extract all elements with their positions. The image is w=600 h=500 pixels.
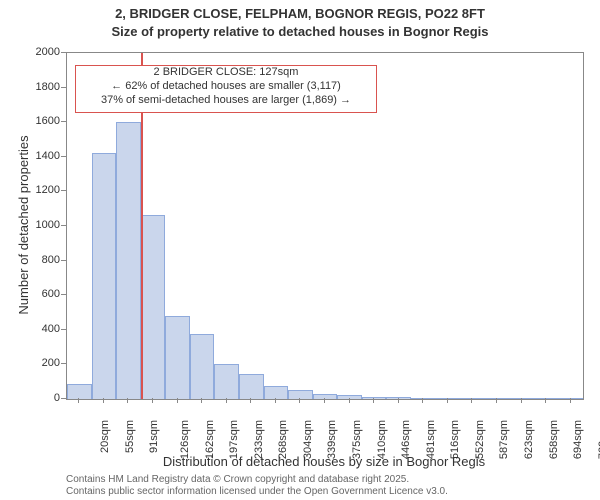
histogram-bar [288,390,313,399]
x-tick [201,398,202,403]
histogram-bar [460,398,485,399]
x-tick-label: 162sqm [204,420,216,459]
x-tick-label: 587sqm [499,420,511,459]
x-tick-label: 446sqm [400,420,412,459]
y-tick-label: 600 [20,288,60,300]
x-tick [398,398,399,403]
x-tick [152,398,153,403]
histogram-bar [190,334,215,399]
footer-line-2: Contains public sector information licen… [66,486,448,497]
x-tick-label: 410sqm [376,420,388,459]
histogram-bar [141,215,166,399]
histogram-bar [92,153,117,399]
x-tick-label: 552sqm [474,420,486,459]
x-tick [103,398,104,403]
histogram-bar [214,364,239,399]
histogram-bar [386,397,411,399]
y-tick [61,225,66,226]
histogram-bar [509,398,534,399]
title-line-1: 2, BRIDGER CLOSE, FELPHAM, BOGNOR REGIS,… [0,6,600,21]
x-tick [545,398,546,403]
x-tick-label: 233sqm [253,420,265,459]
y-tick-label: 0 [20,392,60,404]
x-tick [226,398,227,403]
x-tick [373,398,374,403]
y-tick [61,121,66,122]
y-tick-label: 1600 [20,115,60,127]
x-tick [570,398,571,403]
x-tick [78,398,79,403]
x-tick [471,398,472,403]
x-tick-label: 516sqm [449,420,461,459]
x-tick-label: 20sqm [99,420,111,453]
y-tick [61,398,66,399]
x-tick [127,398,128,403]
y-tick [61,156,66,157]
annotation-box: 2 BRIDGER CLOSE: 127sqm ← 62% of detache… [75,65,377,113]
x-tick-label: 623sqm [523,420,535,459]
annotation-line-2: ← 62% of detached houses are smaller (3,… [76,80,376,94]
histogram-bar [436,398,461,399]
plot-area: 2 BRIDGER CLOSE: 127sqm ← 62% of detache… [66,52,584,400]
y-tick [61,260,66,261]
histogram-bar [67,384,92,399]
histogram-bar [239,374,264,399]
x-tick-label: 339sqm [327,420,339,459]
histogram-bar [558,398,583,399]
x-tick [422,398,423,403]
y-tick-label: 1400 [20,150,60,162]
histogram-bar [264,386,289,399]
x-tick [521,398,522,403]
x-tick-label: 694sqm [572,420,584,459]
x-tick [324,398,325,403]
x-tick [447,398,448,403]
y-tick-label: 1200 [20,184,60,196]
x-tick-label: 304sqm [302,420,314,459]
x-tick [299,398,300,403]
annotation-line-3: 37% of semi-detached houses are larger (… [76,94,376,108]
x-tick-label: 375sqm [351,420,363,459]
y-tick [61,52,66,53]
title-line-2: Size of property relative to detached ho… [0,24,600,39]
x-tick [177,398,178,403]
histogram-bar [411,398,436,399]
y-tick-label: 1000 [20,219,60,231]
histogram-bar [116,122,141,399]
x-tick-label: 658sqm [548,420,560,459]
y-tick-label: 1800 [20,81,60,93]
y-tick-label: 200 [20,357,60,369]
y-tick [61,329,66,330]
x-tick-label: 55sqm [124,420,136,453]
x-tick [496,398,497,403]
y-tick [61,294,66,295]
x-tick-label: 268sqm [277,420,289,459]
y-tick-label: 800 [20,254,60,266]
x-tick-label: 91sqm [148,420,160,453]
footer-line-1: Contains HM Land Registry data © Crown c… [66,474,409,485]
annotation-line-1: 2 BRIDGER CLOSE: 127sqm [76,66,376,80]
y-tick [61,363,66,364]
y-tick [61,190,66,191]
chart-container: 2, BRIDGER CLOSE, FELPHAM, BOGNOR REGIS,… [0,0,600,500]
y-tick [61,87,66,88]
histogram-bar [165,316,190,399]
x-tick [275,398,276,403]
y-tick-label: 400 [20,323,60,335]
x-tick [250,398,251,403]
x-tick-label: 126sqm [179,420,191,459]
x-tick [349,398,350,403]
y-tick-label: 2000 [20,46,60,58]
histogram-bar [337,395,362,399]
x-tick-label: 197sqm [228,420,240,459]
x-tick-label: 481sqm [425,420,437,459]
